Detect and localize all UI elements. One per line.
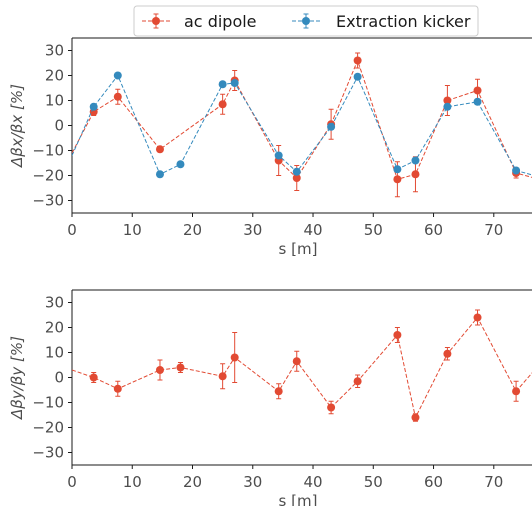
data-point — [473, 313, 482, 322]
y-tick-label: 0 — [54, 369, 64, 387]
data-point — [274, 387, 283, 396]
data-point — [292, 357, 301, 366]
data-point — [113, 71, 122, 80]
data-point — [292, 174, 301, 182]
x-tick-label: 40 — [303, 473, 322, 491]
data-point — [89, 373, 98, 382]
y-axis-label: Δβy/βy [%] — [8, 336, 26, 420]
legend-label: ac dipole — [184, 12, 257, 31]
data-point — [327, 403, 336, 412]
series-line — [72, 74, 532, 176]
x-tick-label: 30 — [243, 473, 262, 491]
y-tick-label: 30 — [45, 42, 64, 60]
y-tick-label: 20 — [45, 319, 64, 337]
data-point — [393, 331, 402, 339]
x-tick-label: 50 — [364, 473, 383, 491]
data-point — [393, 175, 402, 184]
data-point — [176, 363, 185, 372]
y-tick-label: −30 — [32, 192, 64, 210]
data-point — [218, 100, 227, 109]
series-ac-dipole — [72, 52, 532, 198]
data-point — [230, 79, 239, 87]
y-tick-label: −30 — [32, 444, 64, 462]
y-tick-label: 30 — [45, 294, 64, 312]
data-point — [176, 160, 185, 169]
data-point — [443, 96, 452, 105]
x-tick-label: 60 — [424, 473, 443, 491]
x-tick-label: 0 — [67, 221, 77, 239]
x-tick-label: 70 — [484, 473, 503, 491]
data-point — [353, 377, 362, 386]
x-tick-label: 50 — [364, 221, 383, 239]
data-point — [230, 353, 239, 362]
x-tick-label: 70 — [484, 221, 503, 239]
y-tick-label: −20 — [32, 419, 64, 437]
legend-item-2: Extraction kicker — [292, 12, 471, 31]
x-tick-label: 20 — [183, 221, 202, 239]
data-point — [411, 156, 420, 165]
y-axis-label: Δβx/βx [%] — [8, 84, 26, 168]
plot-area — [72, 52, 532, 198]
series-extraction-kicker — [72, 71, 532, 179]
legend-item-1: ac dipole — [142, 12, 257, 31]
data-point — [274, 151, 283, 160]
plot-area — [72, 309, 532, 422]
x-tick-label: 40 — [303, 221, 322, 239]
data-point — [113, 384, 122, 393]
legend-label: Extraction kicker — [336, 12, 471, 31]
x-axis-label: s [m] — [279, 492, 318, 506]
x-tick-label: 30 — [243, 221, 262, 239]
y-tick-label: −10 — [32, 394, 64, 412]
data-point — [155, 170, 164, 179]
x-tick-label: 20 — [183, 473, 202, 491]
x-tick-label: 0 — [67, 473, 77, 491]
data-point — [512, 387, 521, 396]
legend: ac dipole Extraction kicker — [133, 5, 479, 37]
data-point — [393, 165, 402, 174]
data-point — [473, 97, 482, 106]
data-point — [411, 170, 420, 179]
series-line — [72, 316, 532, 419]
data-point — [353, 72, 362, 81]
series-line — [72, 59, 532, 180]
x-tick-label: 10 — [123, 221, 142, 239]
y-tick-label: −20 — [32, 167, 64, 185]
y-tick-label: 10 — [45, 344, 64, 362]
y-tick-label: 10 — [45, 92, 64, 110]
x-axis-label: s [m] — [279, 240, 318, 258]
x-tick-label: 60 — [424, 221, 443, 239]
data-point — [473, 86, 482, 95]
y-tick-label: 20 — [45, 67, 64, 85]
data-point — [443, 349, 452, 358]
y-tick-label: 0 — [54, 117, 64, 135]
data-point — [113, 92, 122, 101]
data-point — [218, 80, 227, 89]
data-point — [155, 366, 164, 374]
y-tick-label: −10 — [32, 142, 64, 160]
data-point — [327, 122, 336, 131]
data-point — [218, 372, 227, 381]
legend-marker — [302, 17, 310, 25]
data-point — [89, 102, 98, 111]
data-point — [443, 102, 452, 111]
data-point — [353, 56, 362, 65]
legend-marker — [152, 17, 160, 25]
series-ac-dipole — [72, 309, 532, 422]
data-point — [292, 167, 301, 176]
data-point — [512, 166, 521, 175]
data-point — [155, 145, 164, 154]
x-tick-label: 10 — [123, 473, 142, 491]
data-point — [411, 413, 420, 422]
